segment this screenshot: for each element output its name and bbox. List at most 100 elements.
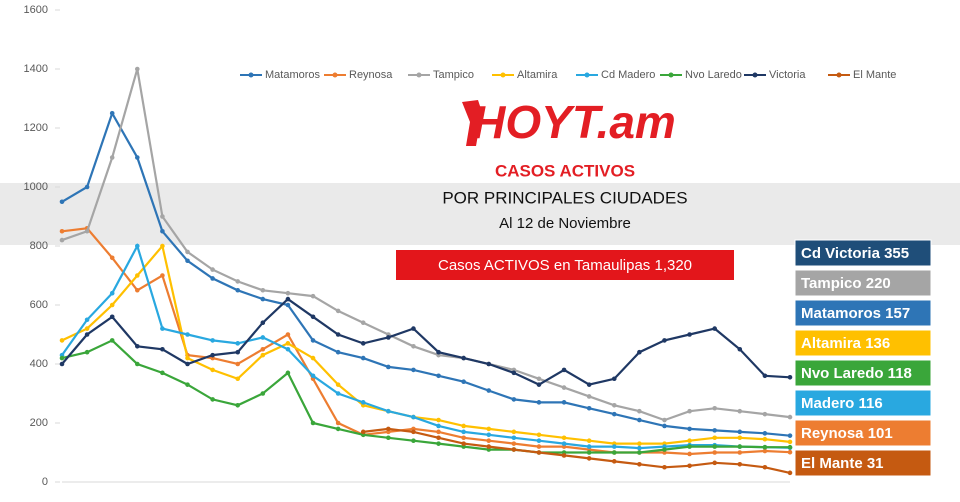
point [335, 349, 341, 355]
legend-label: El Mante [853, 69, 896, 81]
point [84, 326, 90, 331]
point [687, 451, 692, 457]
point [737, 346, 743, 352]
point [536, 438, 542, 444]
legend-marker [332, 72, 338, 78]
point [687, 332, 692, 337]
point [486, 438, 492, 444]
point [210, 338, 215, 343]
point [386, 426, 391, 432]
point [586, 450, 592, 455]
point [260, 320, 266, 326]
point [511, 441, 517, 446]
summary-box [794, 239, 932, 267]
point [285, 346, 291, 352]
series-line [61, 243, 791, 450]
point [135, 243, 140, 249]
watermark-band [0, 183, 960, 245]
point [662, 464, 667, 470]
point [310, 373, 316, 379]
point [235, 287, 241, 293]
point [160, 243, 165, 249]
point [561, 453, 567, 458]
point [411, 326, 416, 331]
point [360, 400, 366, 405]
point [285, 302, 291, 308]
point [59, 228, 65, 234]
legend-marker [416, 72, 422, 78]
y-tick-label: 1600 [24, 4, 48, 16]
logo-icon [462, 100, 482, 146]
legend-label: Reynosa [349, 69, 393, 81]
point [310, 355, 316, 361]
point [285, 332, 291, 337]
point [411, 438, 416, 444]
point [59, 355, 65, 361]
point [561, 435, 567, 441]
point [486, 388, 492, 393]
point [235, 376, 241, 382]
point [260, 335, 266, 340]
point [335, 391, 341, 396]
point [109, 290, 115, 296]
point [335, 420, 341, 426]
point [235, 341, 241, 346]
point [436, 417, 441, 423]
legend-label: Victoria [769, 69, 806, 81]
point [109, 338, 115, 343]
point [461, 355, 466, 361]
point [787, 449, 793, 455]
point [737, 408, 743, 414]
point [135, 66, 140, 72]
point [335, 382, 341, 387]
summary-box [794, 449, 932, 477]
point [185, 361, 190, 367]
point [310, 420, 316, 426]
point [787, 433, 793, 438]
point [787, 444, 793, 450]
point [160, 273, 165, 278]
point [737, 429, 743, 435]
point [561, 441, 567, 446]
point [712, 428, 717, 433]
point [59, 361, 65, 367]
point [360, 320, 366, 326]
plot: 0 200 400 600 800 1000 1200 1400 1600 Matamoros Re… [24, 4, 897, 488]
series-line [61, 110, 791, 437]
summary-label: Nvo Laredo 118 [801, 365, 912, 382]
summary-box [794, 359, 932, 387]
point [637, 462, 642, 467]
point [386, 408, 391, 414]
point [737, 435, 743, 441]
point [536, 400, 542, 405]
point [511, 397, 517, 402]
point [586, 456, 592, 461]
point [511, 370, 517, 376]
point [662, 423, 667, 429]
summary-label: Matamoros 157 [801, 305, 910, 322]
summary-label: El Mante 31 [801, 455, 884, 472]
point [486, 361, 492, 367]
point [411, 414, 416, 420]
summary-box [794, 329, 932, 357]
summary-label: Altamira 136 [801, 335, 890, 352]
point [210, 267, 215, 272]
series-line [61, 339, 790, 454]
point [586, 394, 592, 399]
point [185, 332, 190, 337]
legend-label: Nvo Laredo [685, 69, 742, 81]
legend-label: Matamoros [265, 69, 321, 81]
point [84, 332, 90, 337]
point [762, 444, 768, 450]
legend-label: Cd Madero [601, 69, 655, 81]
point [260, 352, 266, 358]
point [586, 405, 592, 411]
point [360, 355, 366, 361]
point [712, 444, 717, 449]
summary-label: Cd Victoria 355 [801, 245, 909, 262]
summary-box [794, 419, 932, 447]
point [285, 341, 291, 346]
point [160, 326, 165, 331]
point [712, 435, 717, 441]
point [787, 470, 793, 476]
